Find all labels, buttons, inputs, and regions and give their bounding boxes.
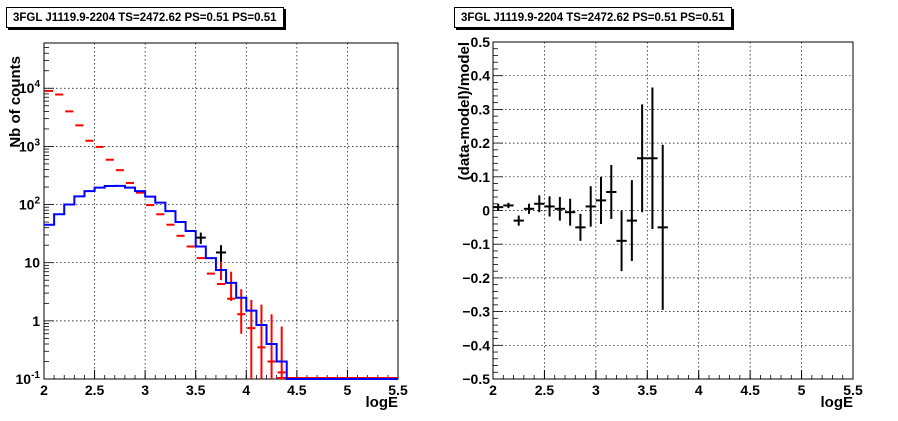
right-ytick-label: −0.5 xyxy=(462,371,490,387)
left-xtick-label: 4 xyxy=(242,382,250,398)
right-chart-title: 3FGL J1119.9-2204 TS=2472.62 PS=0.51 PS=… xyxy=(454,7,732,28)
left-x-axis-label: logE xyxy=(366,394,399,411)
left-ytick-label: 10 xyxy=(24,255,40,271)
left-y-axis-label: Nb of counts xyxy=(7,56,24,148)
left-xtick-label: 2 xyxy=(40,382,48,398)
left-ytick-label: 103 xyxy=(19,137,41,154)
right-y-axis-label: (data-model)/model xyxy=(456,42,473,180)
right-ytick-label: 0.4 xyxy=(471,68,491,84)
left-xtick-label: 2.5 xyxy=(85,382,105,398)
right-ytick-label: 0 xyxy=(482,203,490,219)
left-xtick-label: 3 xyxy=(141,382,149,398)
right-xtick-label: 2.5 xyxy=(535,382,555,398)
right-ytick-label: −0.2 xyxy=(462,270,490,286)
right-xtick-label: 4.5 xyxy=(740,382,760,398)
right-xtick-label: 5.5 xyxy=(843,382,863,398)
right-xtick-label: 2 xyxy=(489,382,497,398)
right-ytick-label: 0.2 xyxy=(471,135,491,151)
right-xtick-label: 3.5 xyxy=(638,382,658,398)
right-xtick-label: 4 xyxy=(695,382,703,398)
left-ytick-label: 104 xyxy=(19,79,41,96)
right-ytick-label: 0.5 xyxy=(471,34,491,50)
right-ytick-label: −0.3 xyxy=(462,304,490,320)
left-chart-title: 3FGL J1119.9-2204 TS=2472.62 PS=0.51 PS=… xyxy=(6,7,284,28)
left-xtick-label: 5.5 xyxy=(388,382,408,398)
left-ytick-label: 102 xyxy=(19,196,41,213)
left-xtick-label: 4.5 xyxy=(287,382,307,398)
left-plot-frame xyxy=(43,42,399,380)
left-xtick-label: 3.5 xyxy=(186,382,206,398)
left-xtick-label: 5 xyxy=(344,382,352,398)
left-ytick-label: 10-1 xyxy=(16,370,41,387)
right-xtick-label: 3 xyxy=(592,382,600,398)
source-model-histogram xyxy=(44,184,398,380)
left-ytick-label: 1 xyxy=(32,313,40,329)
right-ytick-label: −0.1 xyxy=(462,236,490,252)
right-ytick-label: 0.3 xyxy=(471,101,491,117)
right-x-axis-label: logE xyxy=(821,394,854,411)
right-ytick-label: −0.4 xyxy=(462,337,490,353)
right-ytick-label: 0.1 xyxy=(471,169,491,185)
right-xtick-label: 5 xyxy=(798,382,806,398)
